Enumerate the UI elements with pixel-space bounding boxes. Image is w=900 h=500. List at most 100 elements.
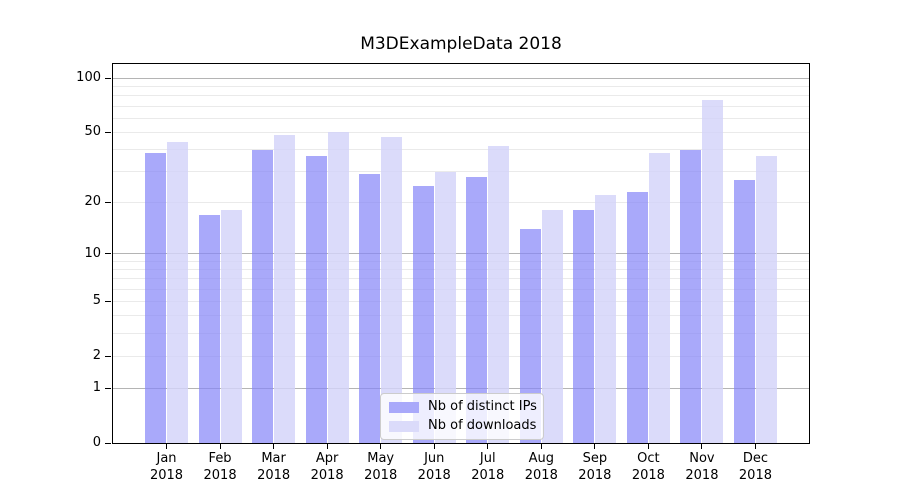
x-tick — [487, 444, 489, 449]
y-tick-label: 2 — [92, 348, 101, 364]
bar-nb-of-distinct-ips — [519, 229, 541, 443]
y-tick — [105, 442, 111, 444]
x-tick-label: Apr 2018 — [297, 450, 357, 484]
x-tick-label: Nov 2018 — [672, 450, 732, 484]
bar-nb-of-distinct-ips — [305, 155, 327, 443]
y-tick-label: 100 — [76, 70, 101, 86]
y-tick — [105, 355, 111, 357]
y-gridline-minor — [113, 105, 809, 107]
y-gridline-minor — [113, 131, 809, 133]
y-tick-label: 50 — [84, 124, 101, 140]
bar-nb-of-distinct-ips — [359, 174, 381, 443]
x-tick-year: 2018 — [524, 468, 558, 483]
x-tick — [754, 444, 756, 449]
y-gridline-minor — [113, 288, 809, 290]
y-tick-label: 5 — [92, 293, 101, 309]
bar-nb-of-distinct-ips — [680, 149, 702, 443]
x-tick — [380, 444, 382, 449]
x-tick-year: 2018 — [310, 468, 344, 483]
bar-nb-of-distinct-ips — [466, 176, 488, 443]
x-tick-month: Jun — [424, 451, 445, 466]
x-tick-month: Nov — [689, 451, 715, 466]
y-gridline-minor — [113, 332, 809, 334]
x-tick-month: Mar — [261, 451, 286, 466]
y-tick-label: 1 — [92, 380, 101, 396]
x-tick — [433, 444, 435, 449]
x-tick-year: 2018 — [471, 468, 505, 483]
y-gridline-major — [113, 77, 809, 79]
x-tick — [219, 444, 221, 449]
bar-nb-of-distinct-ips — [626, 191, 648, 443]
y-tick — [105, 300, 111, 302]
bar-nb-of-downloads — [541, 210, 563, 443]
y-tick-label: 10 — [84, 245, 101, 261]
x-tick-year: 2018 — [738, 468, 772, 483]
x-tick-label: Aug 2018 — [511, 450, 571, 484]
y-tick-label: 0 — [92, 435, 101, 450]
bar-nb-of-downloads — [434, 171, 456, 443]
x-tick — [540, 444, 542, 449]
x-tick-label: Jul 2018 — [458, 450, 518, 484]
x-tick-year: 2018 — [631, 468, 665, 483]
x-tick-month: Jul — [479, 451, 496, 466]
x-tick — [166, 444, 168, 449]
bar-nb-of-downloads — [755, 155, 777, 443]
x-tick-year: 2018 — [203, 468, 237, 483]
legend-swatch-downloads — [389, 420, 419, 432]
y-gridline-minor — [113, 86, 809, 88]
legend: Nb of distinct IPs Nb of downloads — [380, 393, 544, 440]
x-tick — [326, 444, 328, 449]
y-gridline-major — [113, 387, 809, 389]
bar-nb-of-distinct-ips — [252, 149, 274, 443]
x-tick-month: Oct — [637, 451, 660, 466]
y-tick — [105, 131, 111, 133]
x-tick-label: Sep 2018 — [565, 450, 625, 484]
y-gridline-minor — [113, 201, 809, 203]
legend-label: Nb of downloads — [428, 418, 537, 433]
y-tick — [105, 77, 111, 79]
x-tick — [594, 444, 596, 449]
y-gridline-minor — [113, 268, 809, 270]
x-tick-year: 2018 — [685, 468, 719, 483]
bar-nb-of-distinct-ips — [733, 179, 755, 443]
y-gridline-minor — [113, 260, 809, 262]
legend-label: Nb of distinct IPs — [428, 399, 537, 414]
bar-nb-of-downloads — [648, 153, 670, 443]
y-gridline-minor — [113, 171, 809, 173]
y-gridline-major — [113, 253, 809, 254]
x-tick-label: Mar 2018 — [244, 450, 304, 484]
y-gridline-minor — [113, 149, 809, 151]
bar-nb-of-distinct-ips — [198, 214, 220, 443]
plot-area — [112, 63, 810, 444]
legend-swatch-distinct-ips — [389, 401, 419, 413]
y-gridline-minor — [113, 315, 809, 317]
x-tick — [647, 444, 649, 449]
x-tick-month: May — [367, 451, 395, 466]
x-tick-label: Jun 2018 — [404, 450, 464, 484]
x-tick-label: Feb 2018 — [190, 450, 250, 484]
bar-nb-of-downloads — [327, 132, 349, 443]
y-gridline-minor — [113, 355, 809, 357]
x-tick-year: 2018 — [364, 468, 398, 483]
bar-nb-of-distinct-ips — [412, 185, 434, 443]
x-tick-label: May 2018 — [351, 450, 411, 484]
bar-nb-of-downloads — [274, 135, 296, 443]
x-tick-year: 2018 — [149, 468, 184, 483]
bar-nb-of-downloads — [220, 210, 242, 443]
y-gridline-minor — [113, 117, 809, 119]
x-tick-label: Jan 2018 — [137, 450, 197, 484]
legend-item: Nb of downloads — [389, 418, 537, 434]
y-tick — [105, 201, 111, 203]
y-tick-label: 20 — [84, 194, 101, 210]
bar-nb-of-downloads — [381, 137, 403, 443]
bar-nb-of-downloads — [702, 99, 724, 443]
x-tick-month: Sep — [582, 451, 608, 466]
bar-nb-of-downloads — [595, 195, 617, 443]
x-tick — [273, 444, 275, 449]
bar-nb-of-distinct-ips — [145, 153, 167, 443]
bar-nb-of-downloads — [488, 145, 510, 443]
chart-title: M3DExampleData 2018 — [360, 34, 562, 54]
y-gridline-minor — [113, 300, 809, 302]
bar-nb-of-downloads — [167, 142, 189, 443]
